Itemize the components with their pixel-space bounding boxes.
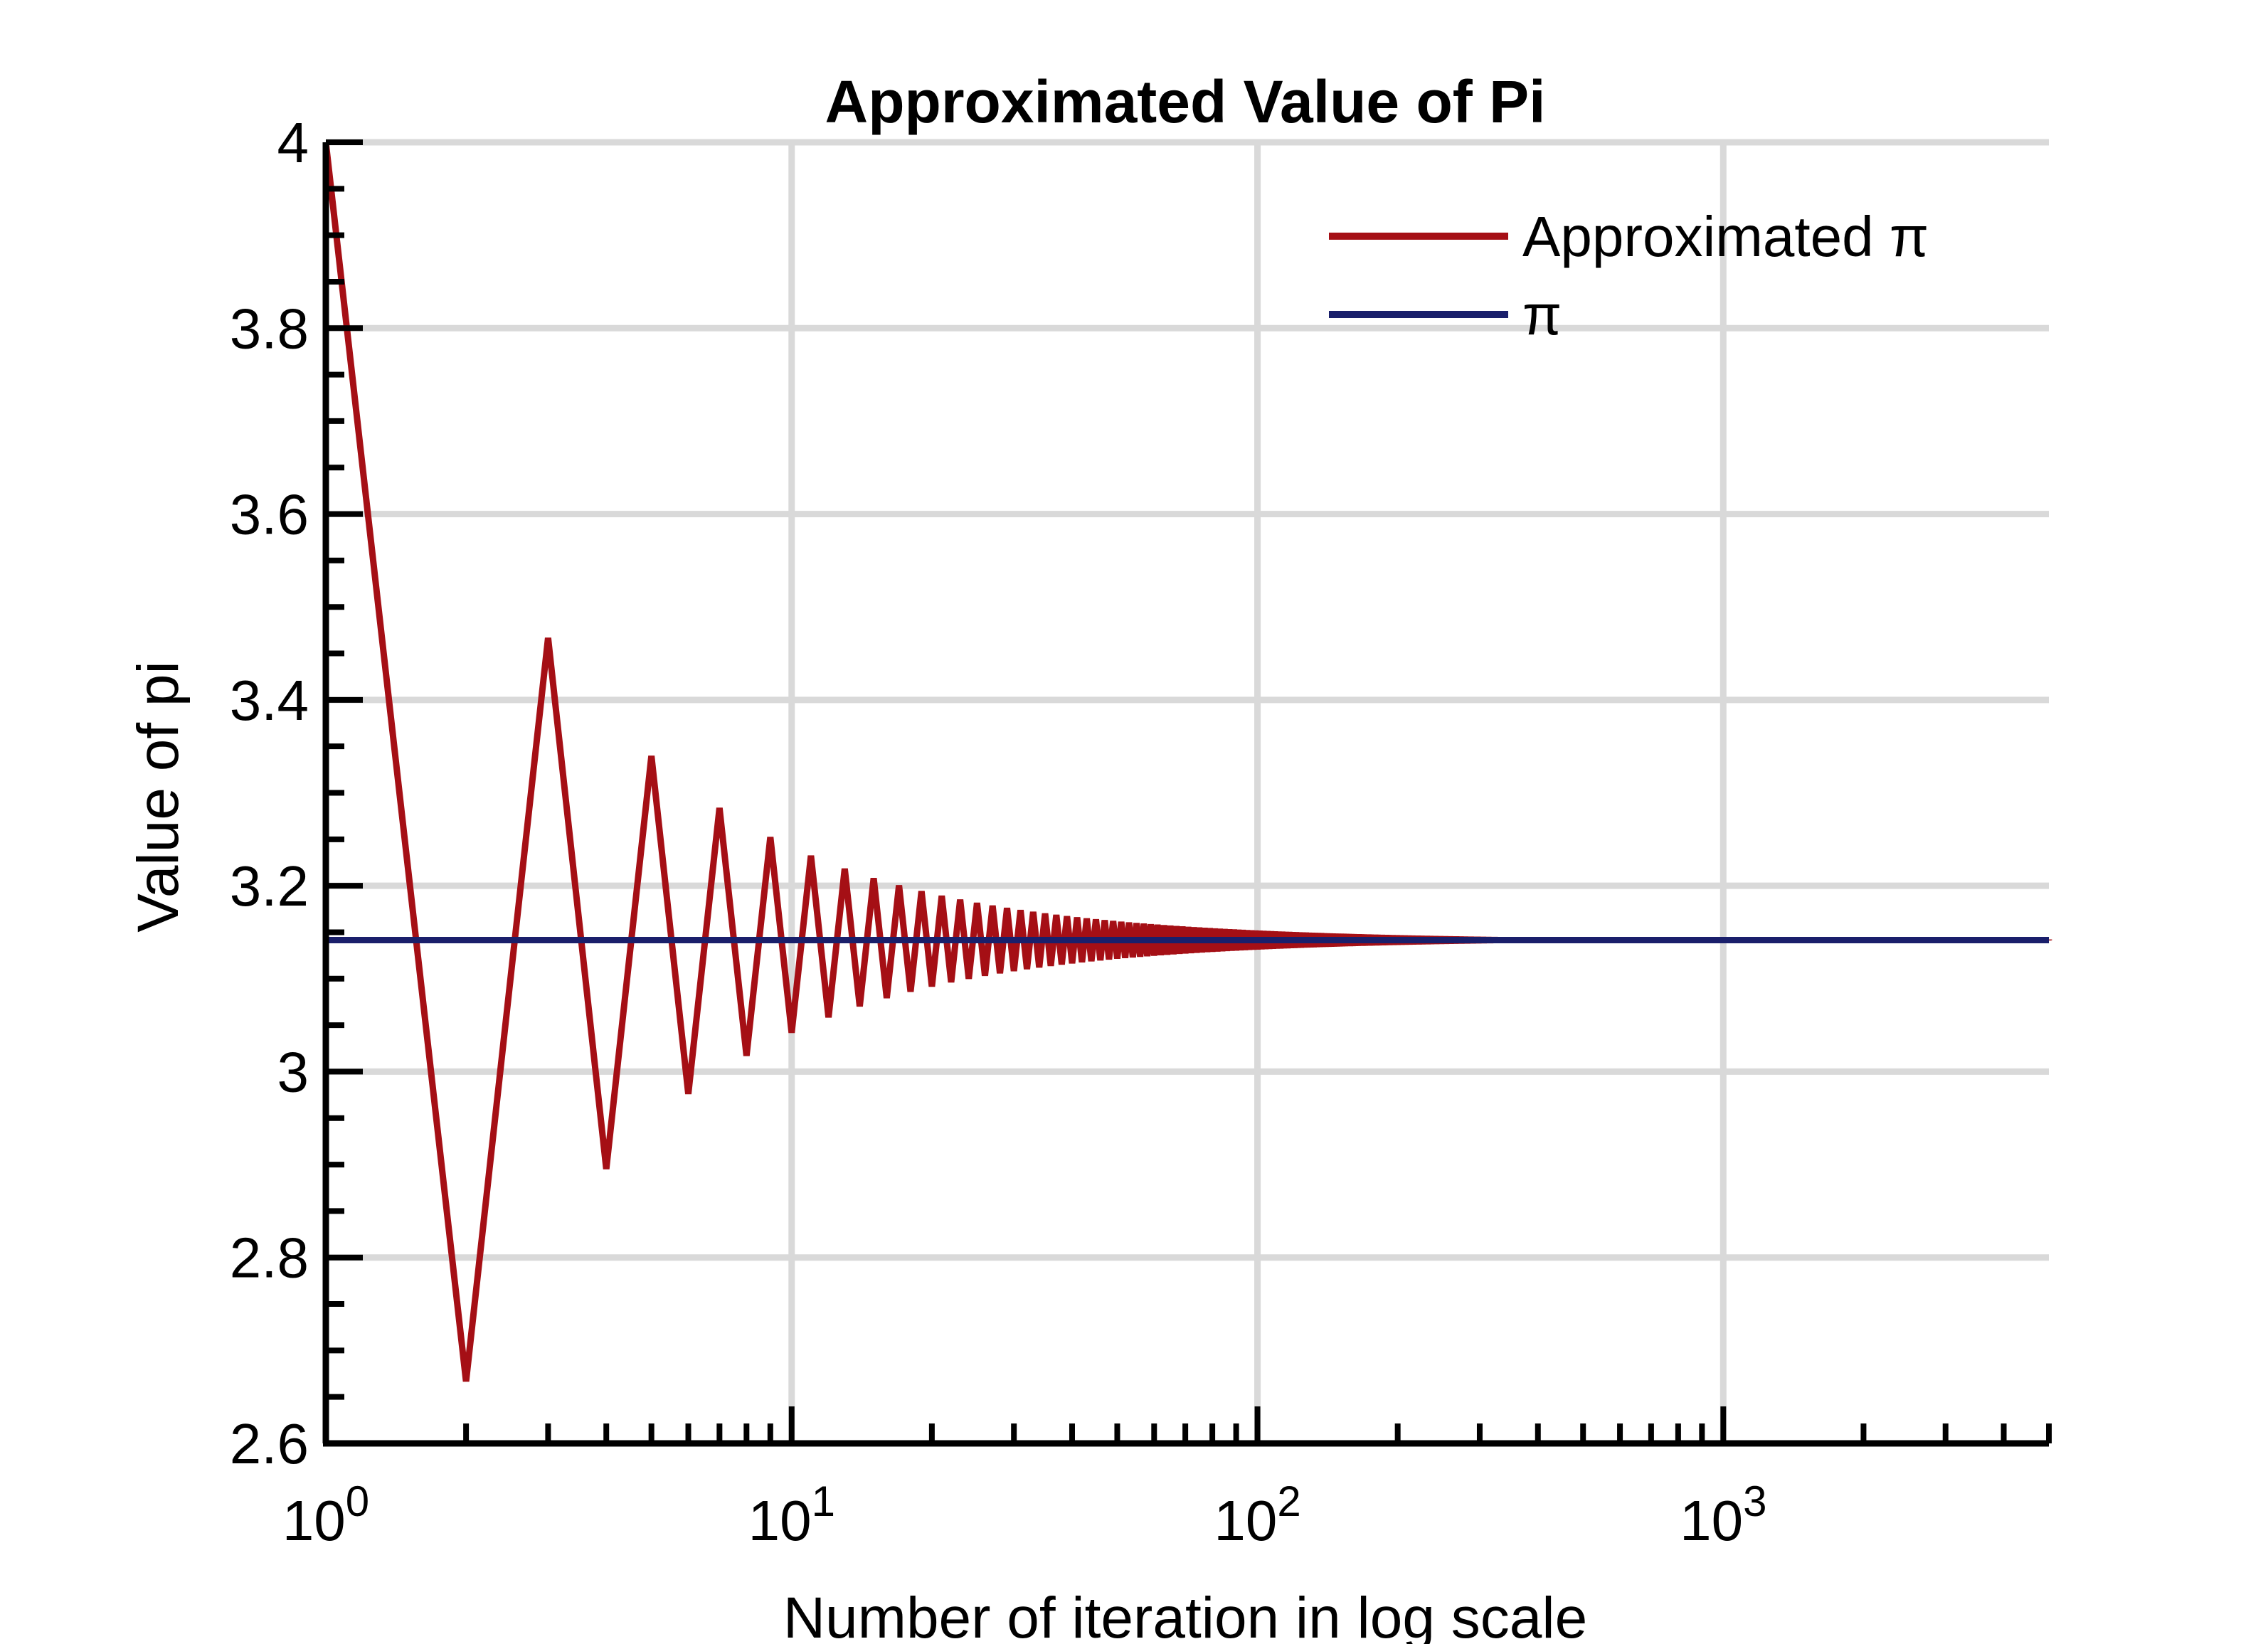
- y-tick-label: 3.4: [230, 669, 309, 732]
- grid: [322, 139, 2049, 1447]
- y-tick-label: 3: [277, 1040, 309, 1103]
- legend: Approximated π π: [1329, 205, 1929, 346]
- x-tick-label: 101: [748, 1478, 835, 1552]
- x-axis-label: Number of iteration in log scale: [783, 1586, 1587, 1644]
- tick-labels: 2.6 2.8 3 3.2 3.4 3.6 3.8 4 100 101 102 103: [230, 111, 1767, 1552]
- y-tick-label: 3.8: [230, 297, 309, 360]
- y-tick-label: 3.2: [230, 854, 309, 918]
- y-axis-label: Value of pi: [126, 661, 191, 932]
- x-tick-label: 103: [1680, 1478, 1766, 1552]
- series-layer: [322, 142, 2052, 1382]
- chart-title: Approximated Value of Pi: [825, 68, 1546, 135]
- x-tick-label: 102: [1214, 1478, 1300, 1552]
- y-tick-label: 2.8: [230, 1226, 309, 1290]
- y-tick-label: 3.6: [230, 483, 309, 546]
- ticks: [323, 139, 2052, 1446]
- legend-label-approx: Approximated π: [1522, 205, 1929, 268]
- x-tick-label: 100: [282, 1478, 369, 1552]
- y-tick-label: 2.6: [230, 1412, 309, 1475]
- y-tick-label: 4: [277, 111, 309, 174]
- axes: [322, 142, 2049, 1447]
- legend-label-pi: π: [1522, 283, 1562, 346]
